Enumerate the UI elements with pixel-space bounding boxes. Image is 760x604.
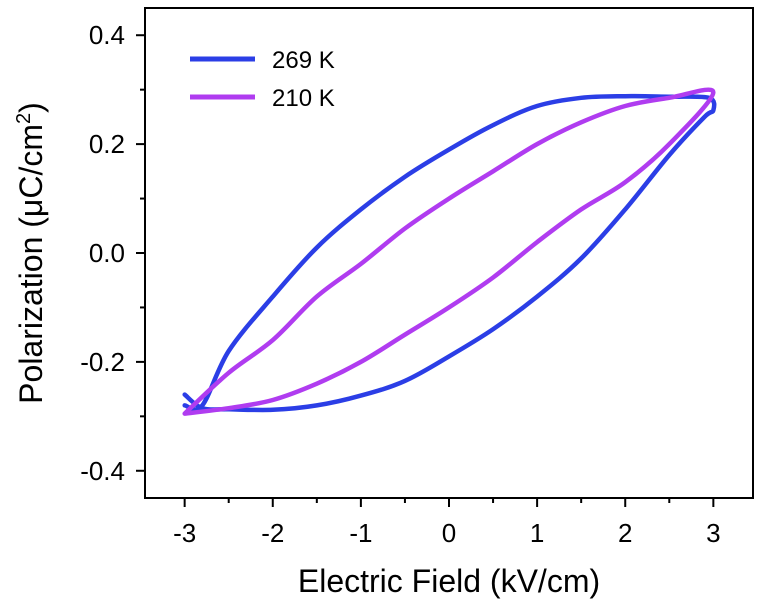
legend-label-210k: 210 K — [272, 85, 335, 112]
legend-label-269k: 269 K — [272, 47, 335, 74]
y-axis-title-close: ) — [13, 102, 49, 113]
y-tick-label: 0.4 — [89, 20, 125, 50]
x-tick-label: -2 — [261, 518, 284, 548]
y-tick-label: -0.4 — [80, 456, 125, 486]
x-tick-label: 3 — [706, 518, 720, 548]
x-axis-title: Electric Field (kV/cm) — [298, 563, 600, 599]
y-axis-title: Polarization (μC/cm2) — [13, 102, 49, 404]
tick-labels: -3 -2 -1 0 1 2 3 -0.4 -0.2 0.0 0.2 0.4 — [80, 20, 720, 548]
series-line-210k — [182, 87, 716, 416]
x-tick-label: -3 — [173, 518, 196, 548]
y-axis-title-superscript: 2 — [13, 113, 35, 124]
y-tick-label: 0.2 — [89, 129, 125, 159]
x-tick-label: 1 — [530, 518, 544, 548]
x-tick-label: 2 — [618, 518, 632, 548]
data-series — [182, 87, 717, 416]
y-tick-label: 0.0 — [89, 238, 125, 268]
series-line-269k — [182, 93, 717, 413]
tick-marks — [136, 34, 715, 507]
y-tick-label: -0.2 — [80, 347, 125, 377]
plot-frame — [144, 7, 754, 499]
x-tick-label: -1 — [349, 518, 372, 548]
legend: 269 K 210 K — [190, 47, 335, 112]
x-tick-label: 0 — [442, 518, 456, 548]
y-axis-title-main: Polarization (μC/cm — [13, 124, 49, 404]
